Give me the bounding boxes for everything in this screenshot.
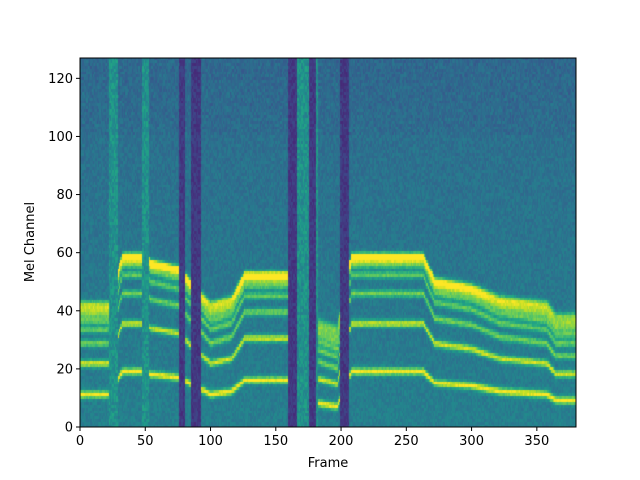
x-tick-label: 250 (394, 434, 419, 449)
x-axis-label: Frame (308, 456, 349, 471)
y-tick-label: 100 (48, 130, 73, 145)
y-tick-label: 0 (65, 421, 73, 436)
y-tick-label: 20 (56, 362, 73, 377)
x-tick-label: 350 (524, 434, 549, 449)
y-tick-label: 60 (56, 246, 73, 261)
x-tick-label: 150 (263, 434, 288, 449)
y-axis-label: Mel Channel (23, 202, 38, 282)
y-tick-label: 120 (48, 72, 73, 87)
spectrogram-image-holder (80, 58, 576, 427)
x-tick-label: 0 (76, 434, 84, 449)
spectrogram-image (80, 58, 576, 427)
x-tick-label: 300 (459, 434, 484, 449)
y-tick-label: 80 (56, 188, 73, 203)
y-axis: 0 20 40 60 80 100 120 (48, 72, 80, 436)
x-tick-label: 200 (329, 434, 354, 449)
x-tick-label: 100 (198, 434, 223, 449)
axes-frame (79, 57, 577, 428)
x-axis: 0 50 100 150 200 250 300 350 (76, 427, 549, 449)
y-tick-label: 40 (56, 304, 73, 319)
x-tick-label: 50 (137, 434, 154, 449)
